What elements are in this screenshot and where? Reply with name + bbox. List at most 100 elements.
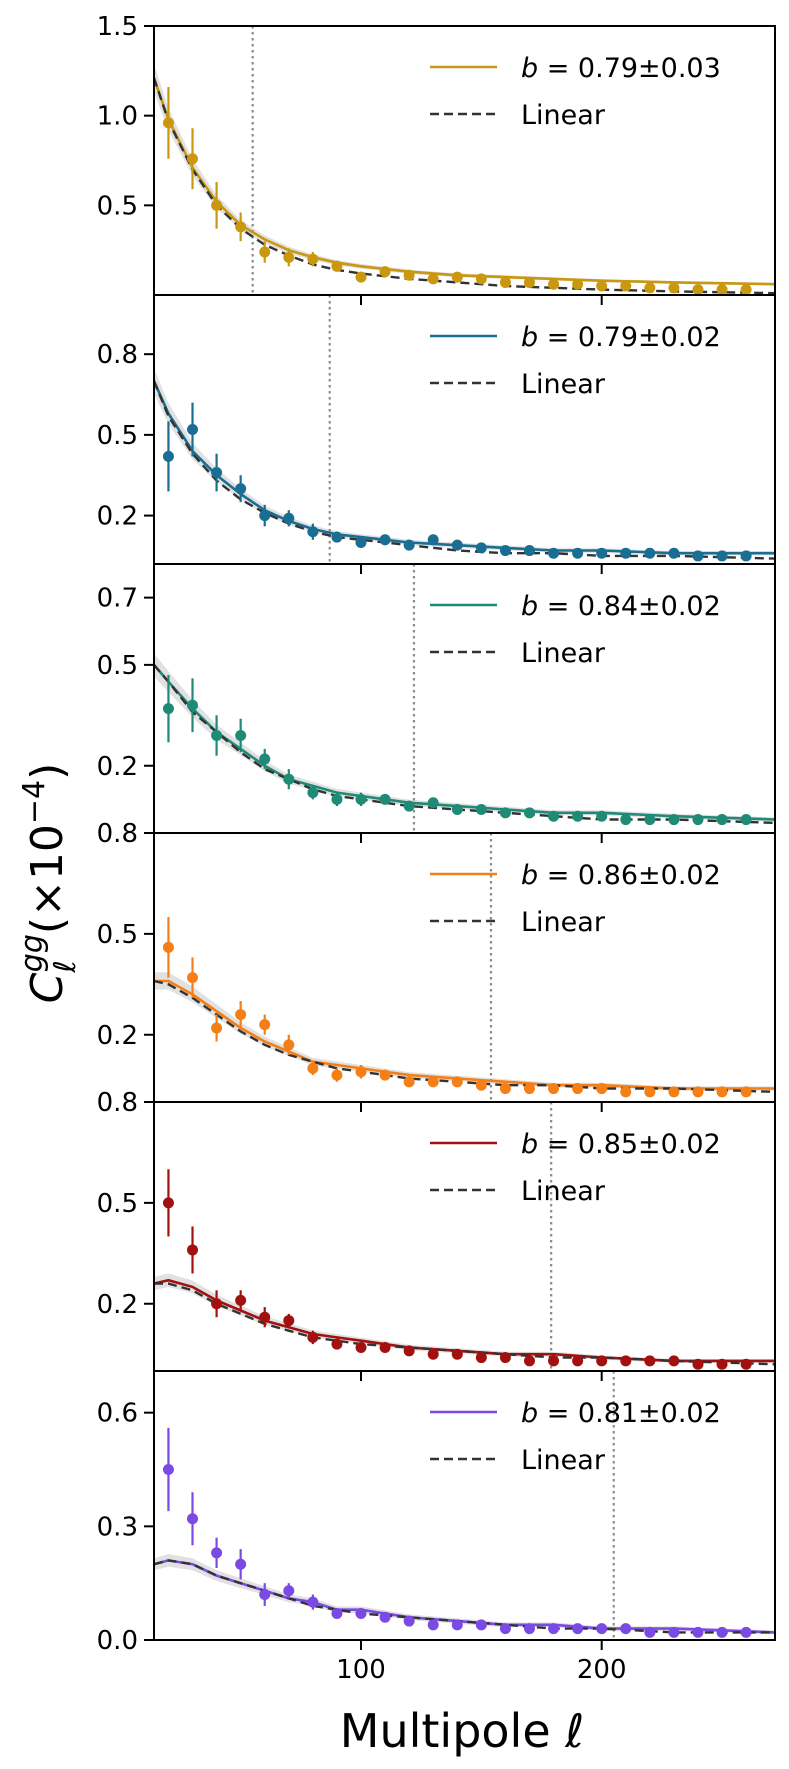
data-point <box>355 536 367 548</box>
data-point <box>596 280 608 292</box>
data-point <box>162 1464 174 1476</box>
data-point <box>620 1623 632 1635</box>
data-point <box>716 1626 728 1638</box>
data-point <box>620 814 632 826</box>
data-point <box>740 550 752 562</box>
panel-5: 0.2 0.5 0.8 b = 0.85±0.02 Linear <box>97 1088 776 1381</box>
data-point <box>548 1623 560 1635</box>
data-point <box>403 800 415 812</box>
data-point <box>427 273 439 285</box>
data-point <box>475 273 487 285</box>
y-tick-label: 0.8 <box>97 819 138 849</box>
legend-model-label: b = 0.84±0.02 <box>521 591 721 622</box>
data-point <box>307 1062 319 1074</box>
data-point <box>523 1355 535 1367</box>
x-tick-label: 200 <box>577 1655 627 1685</box>
data-point <box>523 276 535 288</box>
data-point <box>211 199 223 211</box>
data-point <box>572 1083 584 1095</box>
data-point <box>499 545 511 557</box>
y-tick-label: 0.5 <box>97 920 138 950</box>
data-point <box>403 1615 415 1627</box>
y-tick-label: 1.5 <box>97 12 138 42</box>
legend-linear-label: Linear <box>521 369 606 400</box>
y-tick-label: 0.6 <box>97 1399 138 1429</box>
data-point <box>451 1348 463 1360</box>
legend-b-symbol: b <box>521 1129 538 1160</box>
data-point <box>523 1623 535 1635</box>
panel-2: 0.2 0.5 0.8 b = 0.79±0.02 Linear <box>97 294 776 574</box>
model-line <box>154 1278 775 1363</box>
data-point <box>259 1311 271 1323</box>
y-axis-symbol: C <box>22 972 73 1003</box>
data-point <box>211 1547 223 1559</box>
panel-4: 0.2 0.5 0.8 b = 0.86±0.02 Linear <box>97 819 776 1112</box>
legend-b-value: = 0.86±0.02 <box>538 860 721 891</box>
data-point <box>523 545 535 557</box>
data-point <box>644 1355 656 1367</box>
data-point <box>668 1626 680 1638</box>
y-tick-label: 0.8 <box>97 1088 138 1118</box>
data-point <box>692 814 704 826</box>
data-point <box>620 280 632 292</box>
data-point <box>355 793 367 805</box>
y-tick-label: 0.5 <box>97 1189 138 1219</box>
data-point <box>162 941 174 953</box>
plot-area <box>154 295 775 564</box>
data-point <box>403 539 415 551</box>
data-point <box>331 531 343 543</box>
legend-linear-label: Linear <box>521 907 606 938</box>
data-point <box>162 1197 174 1209</box>
y-tick-label: 0.3 <box>97 1512 138 1542</box>
data-point <box>235 483 247 495</box>
data-point <box>692 284 704 295</box>
y-tick-label: 0.5 <box>97 651 138 681</box>
data-point <box>451 803 463 815</box>
data-point <box>523 1083 535 1095</box>
data-point <box>379 266 391 278</box>
data-point <box>572 1355 584 1367</box>
data-point <box>644 282 656 294</box>
data-point <box>548 1355 560 1367</box>
data-point <box>572 1623 584 1635</box>
legend-b-value: = 0.85±0.02 <box>538 1129 721 1160</box>
data-point <box>644 1626 656 1638</box>
legend-b-symbol: b <box>521 591 538 622</box>
data-point <box>259 246 271 258</box>
y-tick-label: 0.2 <box>97 1021 138 1051</box>
model-uncertainty-band <box>154 368 775 556</box>
data-point <box>307 253 319 265</box>
legend-model-label: b = 0.79±0.03 <box>521 53 721 84</box>
y-axis-subscript: ℓ <box>48 960 83 973</box>
plot-area <box>154 26 775 295</box>
data-point <box>451 1076 463 1088</box>
data-point <box>668 547 680 559</box>
y-tick-label: 0.8 <box>97 340 138 370</box>
data-point <box>668 1086 680 1098</box>
data-point <box>235 1558 247 1570</box>
legend-b-value: = 0.79±0.02 <box>538 322 721 353</box>
legend-model-label: b = 0.79±0.02 <box>521 322 721 353</box>
linear-line <box>154 1282 775 1366</box>
data-point <box>475 542 487 554</box>
data-point <box>187 699 199 711</box>
data-point <box>355 1607 367 1619</box>
data-point <box>427 534 439 546</box>
legend: b = 0.84±0.02 Linear <box>430 591 721 669</box>
model-uncertainty-band <box>154 64 775 286</box>
data-point <box>451 1619 463 1631</box>
legend-b-symbol: b <box>521 322 538 353</box>
legend-model-label: b = 0.85±0.02 <box>521 1129 721 1160</box>
plot-area <box>154 1102 775 1371</box>
data-point <box>740 1086 752 1098</box>
legend-model-label: b = 0.81±0.02 <box>521 1398 721 1429</box>
data-point <box>668 814 680 826</box>
data-point <box>716 1086 728 1098</box>
data-point <box>403 1345 415 1357</box>
data-point <box>211 729 223 741</box>
data-point <box>331 1069 343 1081</box>
legend-linear-label: Linear <box>521 1445 606 1476</box>
legend-model-label: b = 0.86±0.02 <box>521 860 721 891</box>
data-point <box>740 1626 752 1638</box>
